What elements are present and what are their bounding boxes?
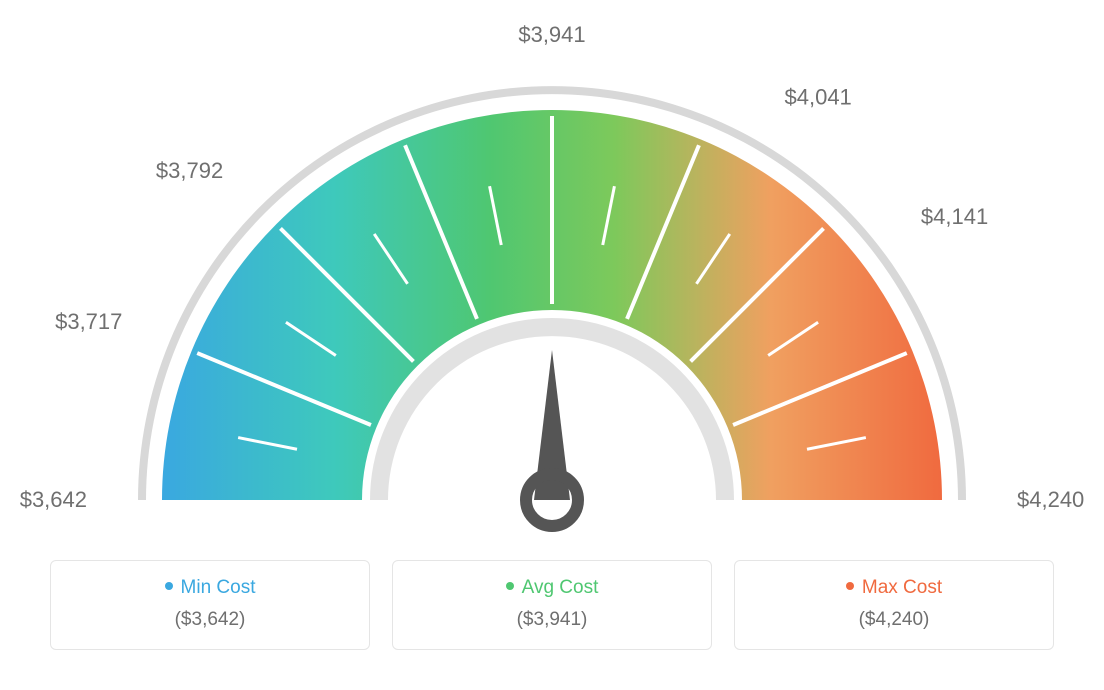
gauge-label: $3,717 <box>55 309 122 334</box>
legend-value: ($3,642) <box>61 609 359 631</box>
legend-card-min: Min Cost ($3,642) <box>50 560 370 650</box>
legend-value: ($3,941) <box>403 609 701 631</box>
gauge-label: $3,941 <box>518 22 585 47</box>
legend-title: Avg Cost <box>403 577 701 599</box>
gauge-area: $3,642 $3,717 $3,792 $3,941 $4,041 $4,141 $4,2… <box>0 0 1104 560</box>
chart-container: $3,642 $3,717 $3,792 $3,941 $4,041 $4,141 $4,2… <box>0 0 1104 690</box>
gauge-svg: $3,642 $3,717 $3,792 $3,941 $4,041 $4,141 $4,2… <box>0 0 1104 560</box>
legend-title: Max Cost <box>745 577 1043 599</box>
legend-card-avg: Avg Cost ($3,941) <box>392 560 712 650</box>
gauge-label: $3,642 <box>20 487 87 512</box>
legend-value: ($4,240) <box>745 609 1043 631</box>
gauge-label: $4,141 <box>921 204 988 229</box>
legend-card-max: Max Cost ($4,240) <box>734 560 1054 650</box>
gauge-label: $4,041 <box>785 84 852 109</box>
gauge-label: $3,792 <box>156 158 223 183</box>
gauge-label: $4,240 <box>1017 487 1084 512</box>
legend-title: Min Cost <box>61 577 359 599</box>
legend-row: Min Cost ($3,642) Avg Cost ($3,941) Max Cost… <box>0 560 1104 670</box>
